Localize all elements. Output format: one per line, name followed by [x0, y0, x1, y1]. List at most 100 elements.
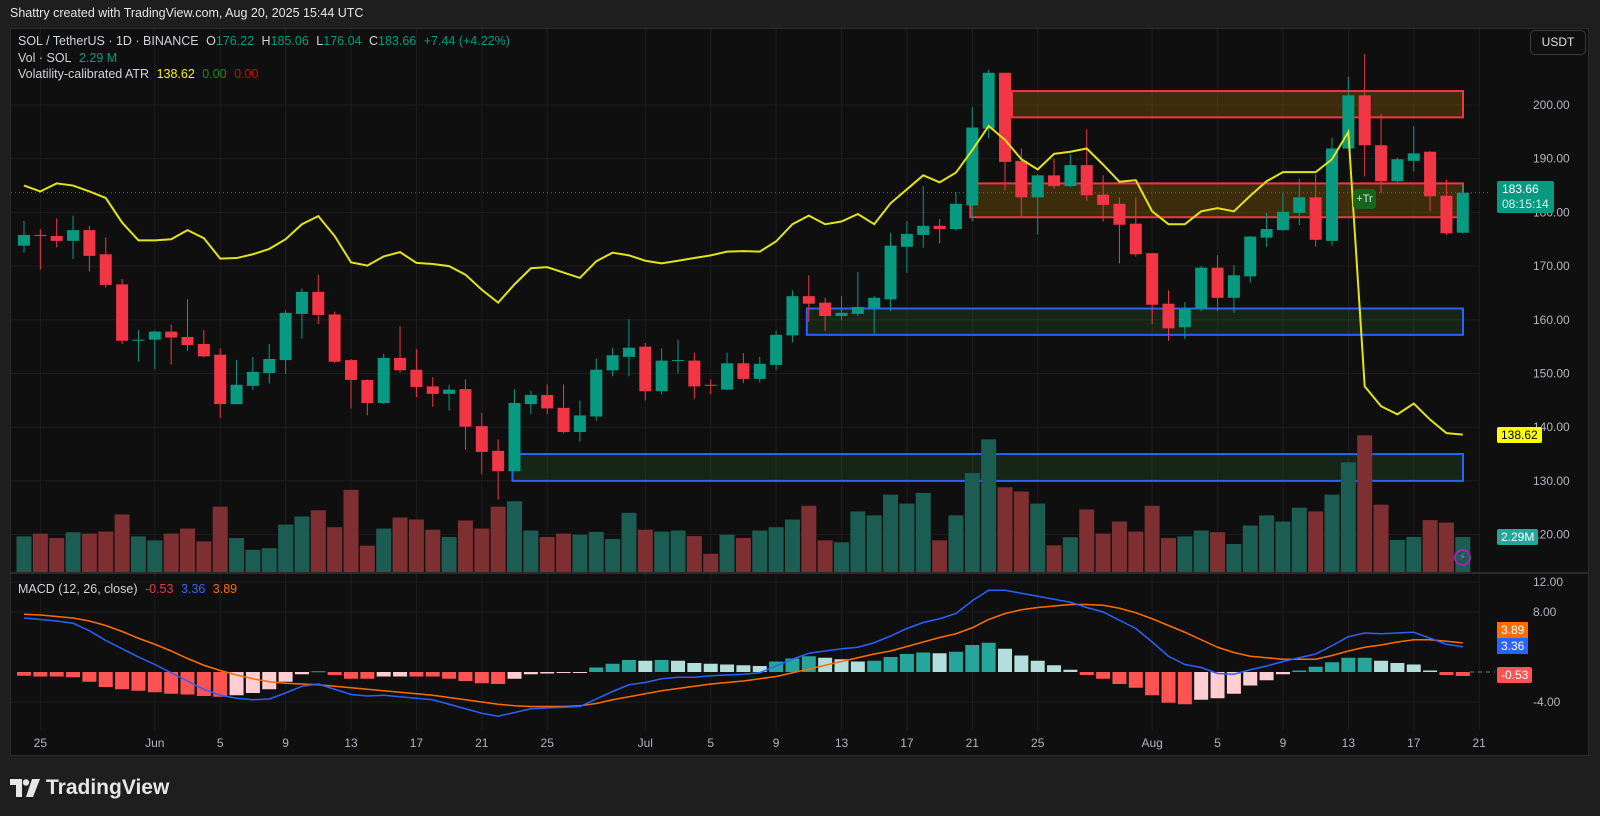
macd-histogram-bar — [605, 663, 620, 672]
volume-bar — [556, 533, 572, 572]
candle-body — [622, 347, 635, 357]
volume-bar — [1308, 511, 1324, 572]
candle-body — [884, 245, 897, 300]
volume-bar — [883, 494, 899, 572]
candle-body — [116, 284, 129, 341]
add-trade-badge[interactable]: +Tr — [1353, 189, 1376, 209]
brand-name: TradingView — [46, 776, 170, 799]
macd-histogram-bar — [850, 661, 865, 672]
volume-label[interactable]: Vol · SOL — [18, 51, 72, 65]
volume-bar — [703, 553, 719, 572]
ohlc-low: L176.04 — [316, 34, 362, 48]
macd-histogram-bar — [1079, 672, 1094, 675]
x-axis-tick-label: 5 — [1214, 736, 1221, 750]
macd-histogram-bar — [589, 667, 604, 672]
macd-histogram-bar — [458, 672, 473, 681]
price-axis-tick-label: 170.00 — [1533, 259, 1570, 273]
candle-body — [672, 360, 684, 362]
volume-bar — [16, 536, 32, 572]
macd-histogram-bar — [294, 672, 309, 675]
volume-bar — [899, 503, 915, 572]
price-axis-tick-label: 140.00 — [1533, 420, 1570, 434]
macd-histogram-bar — [998, 648, 1012, 672]
candle-body — [868, 297, 881, 308]
volume-bar — [1438, 522, 1454, 572]
macd-histogram-bar — [147, 672, 162, 693]
macd-histogram-bar — [1161, 672, 1176, 703]
candle-body — [1358, 95, 1371, 146]
lightning-icon[interactable]: ⚡ — [1454, 549, 1471, 566]
macd-histogram-bar — [1439, 672, 1454, 675]
candle-body — [1456, 192, 1469, 233]
x-axis-tick-label: 5 — [217, 736, 224, 750]
candle-body — [1440, 195, 1453, 234]
volume-bar — [65, 532, 81, 572]
macd-histogram-bar — [180, 672, 195, 695]
macd-legend: MACD (12, 26, close) -0.53 3.36 3.89 — [18, 582, 241, 596]
macd-histogram-bar — [442, 672, 457, 679]
candle-body — [606, 355, 619, 371]
volume-bar — [866, 515, 882, 572]
candle-body — [933, 225, 946, 230]
axes: 25 Jun 5 9 13 17 21 25 Jul 5 9 13 17 21 25 Aug 5 9 13 17 21 2… — [34, 98, 1570, 750]
macd-histogram-bar — [1030, 660, 1045, 672]
atr-label[interactable]: Volatility-calibrated ATR — [18, 67, 150, 81]
candle-body — [1375, 145, 1388, 182]
x-axis-tick-label: 13 — [835, 736, 849, 750]
volume-bar — [735, 538, 751, 572]
candle-body — [819, 302, 832, 317]
tradingview-logo[interactable]: TradingView — [10, 776, 169, 800]
candle-body — [1048, 175, 1061, 187]
volume-bar — [507, 501, 522, 572]
volume-bar — [523, 530, 539, 572]
volume-bar — [637, 529, 653, 572]
candle-body — [394, 357, 407, 371]
volume-bar — [964, 473, 980, 572]
volume-bar — [196, 541, 212, 572]
macd-histogram-bar — [752, 666, 767, 672]
chart-pane[interactable] — [10, 28, 1589, 756]
candle-body — [181, 336, 194, 346]
macd-indicator — [17, 589, 1495, 718]
macd-label[interactable]: MACD (12, 26, close) — [18, 582, 138, 596]
x-axis-tick-label: 17 — [410, 736, 424, 750]
macd-histogram-bar — [229, 672, 244, 696]
x-axis-tick-label: 17 — [1407, 736, 1421, 750]
macd-histogram-bar — [1014, 655, 1029, 672]
volume-bar — [686, 536, 702, 572]
macd-histogram-bar — [344, 672, 358, 679]
ohlc-open: O176.22 — [206, 34, 255, 48]
currency-button[interactable]: USDT — [1530, 30, 1586, 55]
candle-body — [18, 234, 30, 246]
candle-body — [1162, 303, 1175, 329]
symbol-legend: SOL / TetherUS · 1D · BINANCE O176.22 H1… — [18, 34, 514, 48]
candle-body — [966, 127, 979, 206]
candle-body — [459, 389, 472, 427]
macd-histogram-bar — [82, 672, 97, 682]
macd-histogram-bar — [621, 660, 636, 672]
macd-histogram-bar — [393, 672, 408, 677]
volume-bar — [915, 492, 931, 572]
macd-histogram-bar — [131, 672, 146, 691]
macd-histogram-bar — [1390, 663, 1405, 672]
macd-axis-tick-label: -4.00 — [1533, 695, 1561, 709]
volume-bar — [294, 516, 310, 572]
candle-body — [197, 343, 210, 357]
macd-histogram-bar — [262, 672, 277, 690]
macd-histogram-bar — [965, 645, 980, 672]
macd-line — [23, 589, 1463, 718]
macd-histogram-bar — [66, 672, 81, 678]
x-axis-tick-label: 25 — [1031, 736, 1045, 750]
volume-bar — [1177, 536, 1193, 572]
candle-body — [230, 384, 243, 405]
volume-bar — [768, 527, 784, 572]
volume-bar — [408, 519, 424, 572]
macd-histogram-bar — [1455, 672, 1470, 676]
symbol-title[interactable]: SOL / TetherUS · 1D · BINANCE — [18, 34, 199, 48]
atr-indicator — [23, 124, 1463, 436]
candle-body — [165, 331, 178, 338]
volume-value: 2.29 M — [78, 51, 118, 65]
macd-histogram-bar — [278, 672, 293, 682]
volume-bar — [1210, 532, 1226, 572]
